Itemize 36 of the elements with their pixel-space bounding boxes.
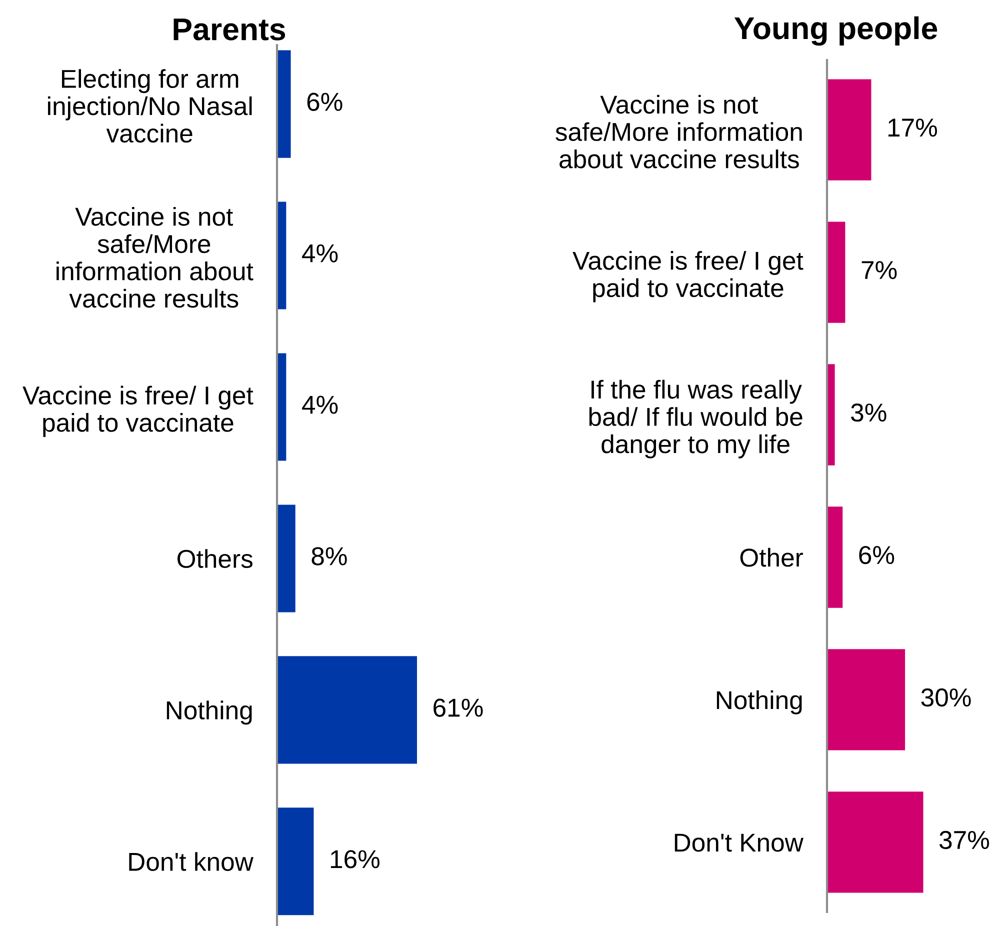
data-label: 61% — [434, 698, 483, 717]
data-label: 4% — [302, 396, 338, 414]
y-tick-label: Don't know — [129, 852, 254, 871]
y-tick-label: Don't Know — [674, 834, 804, 852]
bar — [277, 50, 291, 158]
y-tick-label: Others — [178, 549, 252, 568]
y-tick-label: Vaccine is free/ I get paid to vaccinate — [572, 251, 804, 302]
chart-title: Parents — [174, 18, 286, 40]
bar — [277, 504, 296, 612]
data-label: 3% — [851, 403, 886, 422]
data-label: 37% — [940, 830, 990, 850]
data-label: 30% — [921, 688, 971, 707]
y-tick-label: Other — [740, 548, 803, 567]
y-tick-label: Nothing — [716, 690, 802, 714]
y-tick-label: Vaccine is not safe/More information about vaccine results — [56, 206, 254, 308]
y-tick-label: Vaccine is free/ I get paid to vaccinate — [22, 386, 254, 437]
data-label: 4% — [302, 244, 338, 262]
bar — [827, 364, 835, 466]
bar — [277, 656, 417, 764]
bar — [827, 649, 906, 750]
data-label: 8% — [312, 547, 347, 566]
data-label: 6% — [859, 546, 894, 564]
data-label: 6% — [307, 92, 342, 111]
y-tick-label: Electing for arm injection/No Nasal vaccine — [48, 69, 252, 143]
data-label: 16% — [330, 850, 380, 868]
bar — [277, 808, 314, 916]
bar — [827, 222, 846, 323]
bar — [827, 792, 924, 893]
y-tick-label: Nothing — [166, 700, 252, 725]
y-tick-label: If the flu was really bad/ If flu would be danger to my life — [589, 380, 802, 458]
data-label: 7% — [862, 261, 897, 280]
bar — [827, 79, 872, 180]
data-label: 17% — [888, 118, 938, 137]
y-tick-label: Vaccine is not safe/More information about vaccine results — [556, 94, 802, 168]
chart-title: Young people — [734, 16, 938, 46]
bar — [827, 506, 843, 608]
